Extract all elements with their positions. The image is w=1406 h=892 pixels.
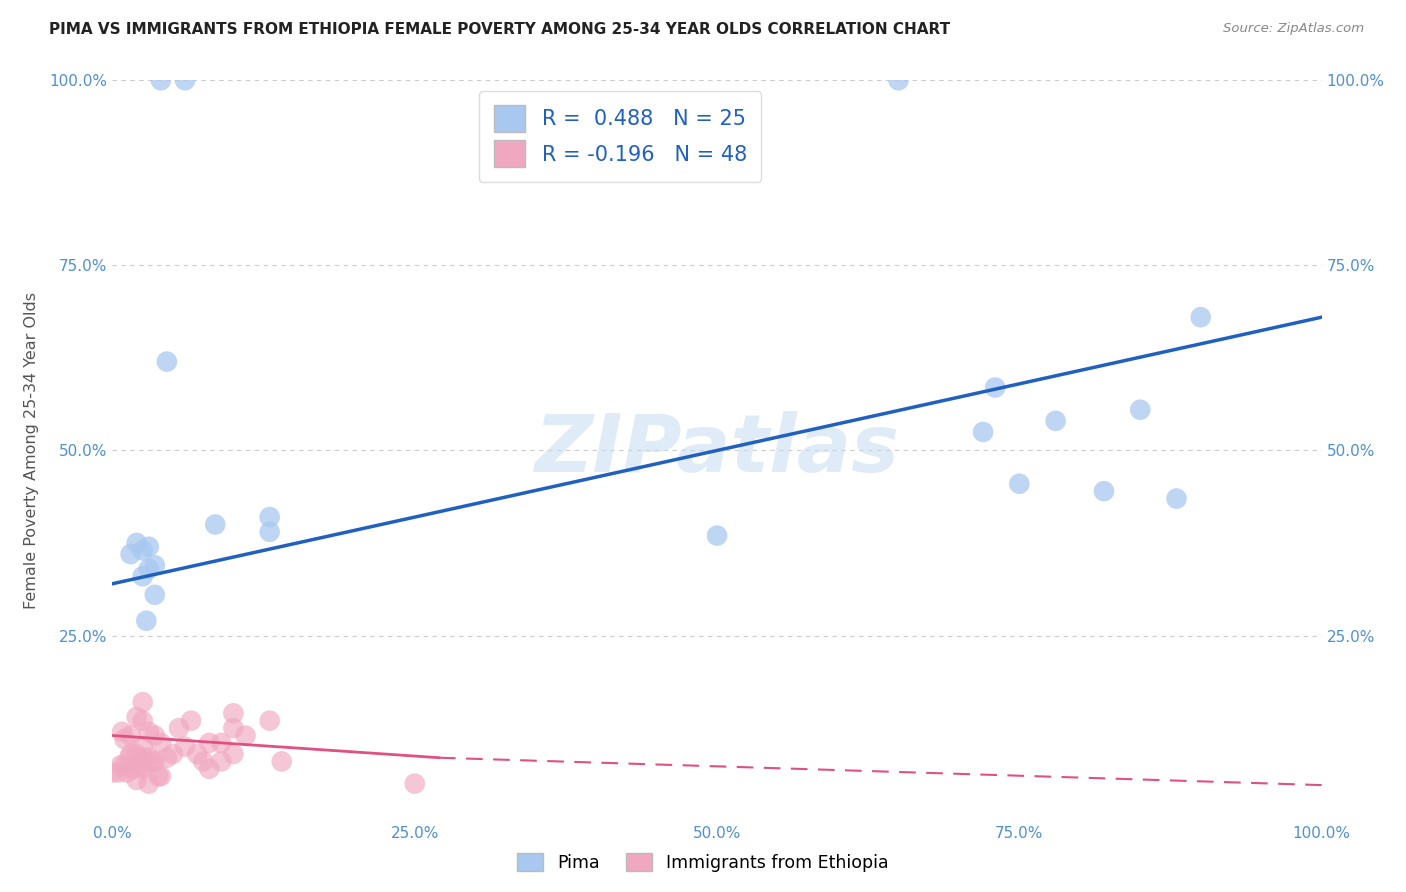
Point [115, 765, 138, 780]
Point [235, 729, 257, 743]
Point [125, 536, 148, 550]
Text: Source: ZipAtlas.com: Source: ZipAtlas.com [1223, 22, 1364, 36]
Legend: Pima, Immigrants from Ethiopia: Pima, Immigrants from Ethiopia [510, 847, 896, 879]
Point [1008, 476, 1031, 491]
Point [887, 73, 910, 87]
Point [120, 547, 142, 561]
Text: PIMA VS IMMIGRANTS FROM ETHIOPIA FEMALE POVERTY AMONG 25-34 YEAR OLDS CORRELATIO: PIMA VS IMMIGRANTS FROM ETHIOPIA FEMALE … [49, 22, 950, 37]
Point [149, 769, 172, 783]
Point [122, 762, 145, 776]
Point [125, 772, 148, 787]
Point [174, 73, 197, 87]
Text: ZIPatlas: ZIPatlas [534, 411, 900, 490]
Point [1189, 310, 1212, 325]
Point [132, 695, 155, 709]
Point [143, 588, 166, 602]
Point [706, 528, 728, 542]
Point [132, 762, 155, 776]
Y-axis label: Female Poverty Among 25-34 Year Olds: Female Poverty Among 25-34 Year Olds [24, 292, 38, 609]
Point [162, 747, 184, 761]
Point [138, 724, 160, 739]
Point [128, 750, 150, 764]
Point [1129, 402, 1152, 417]
Point [120, 747, 142, 761]
Point [1166, 491, 1188, 506]
Point [132, 569, 155, 583]
Point [972, 425, 994, 439]
Point [110, 758, 132, 772]
Point [148, 769, 170, 783]
Point [138, 776, 160, 791]
Point [222, 706, 245, 721]
Point [149, 736, 172, 750]
Point [143, 755, 166, 769]
Point [143, 558, 166, 573]
Point [138, 750, 160, 764]
Point [131, 758, 153, 772]
Point [149, 73, 172, 87]
Point [138, 540, 160, 554]
Point [114, 758, 136, 772]
Point [174, 739, 197, 754]
Point [111, 724, 134, 739]
Point [156, 354, 179, 368]
Point [259, 510, 281, 524]
Point [404, 776, 426, 791]
Point [132, 714, 155, 728]
Point [135, 755, 157, 769]
Point [222, 721, 245, 735]
Point [204, 517, 226, 532]
Point [209, 755, 232, 769]
Point [209, 736, 232, 750]
Point [118, 750, 141, 764]
Point [114, 732, 136, 747]
Point [125, 747, 148, 761]
Point [101, 765, 124, 780]
Point [125, 710, 148, 724]
Point [132, 739, 155, 754]
Point [984, 380, 1007, 394]
Point [132, 543, 155, 558]
Point [141, 755, 163, 769]
Point [135, 614, 157, 628]
Point [107, 765, 129, 780]
Point [259, 714, 281, 728]
Point [167, 721, 190, 735]
Point [1045, 414, 1067, 428]
Point [143, 729, 166, 743]
Point [259, 524, 281, 539]
Point [138, 562, 160, 576]
Point [198, 736, 221, 750]
Point [1092, 484, 1115, 499]
Point [180, 714, 202, 728]
Point [191, 755, 214, 769]
Point [186, 747, 208, 761]
Point [156, 750, 179, 764]
Legend: R =  0.488   N = 25, R = -0.196   N = 48: R = 0.488 N = 25, R = -0.196 N = 48 [479, 91, 762, 182]
Point [120, 729, 142, 743]
Point [222, 747, 245, 761]
Point [198, 762, 221, 776]
Point [270, 755, 292, 769]
